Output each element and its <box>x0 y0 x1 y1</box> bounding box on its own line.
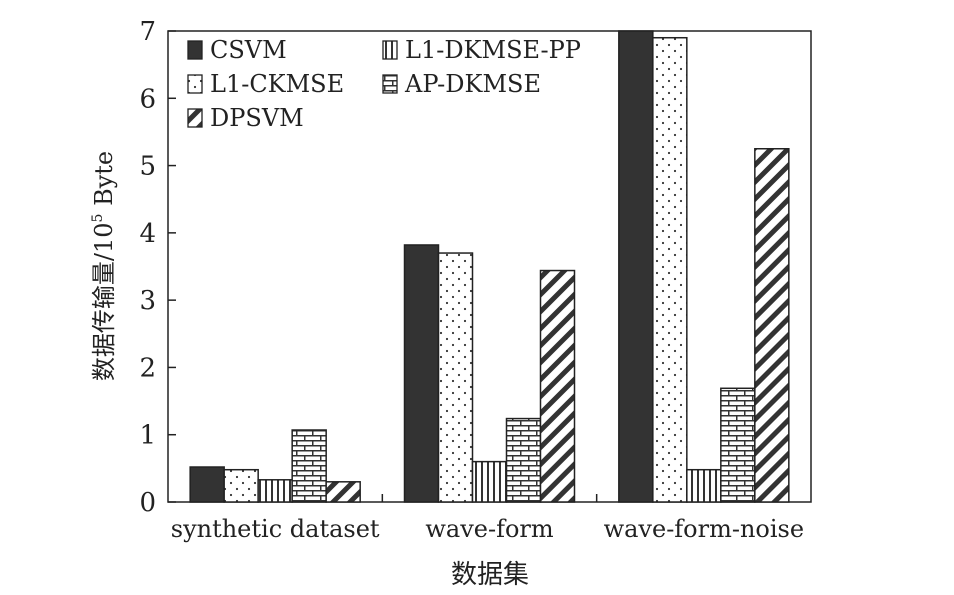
x-axis-ticks: synthetic dataset wave-form wave-form-nois… <box>171 494 804 543</box>
bar-dpsvm-wave-form <box>539 269 576 503</box>
y-axis-ticks: 0 1 2 3 4 5 6 7 <box>139 17 176 518</box>
bar-csvm-synthetic-dataset <box>189 466 225 503</box>
x-axis-label: 数据集 <box>451 560 529 590</box>
y-tick-label: 3 <box>139 286 156 316</box>
bar-dpsvm-wave-form-noise <box>754 148 790 503</box>
legend-swatch-dpsvm <box>187 108 203 128</box>
y-axis-label: 数据传输量/105 Byte <box>90 151 118 381</box>
x-tick-label: wave-form <box>425 515 554 543</box>
bar-csvm-wave-form-noise <box>618 30 654 503</box>
legend-swatch-l1-ckmse <box>187 74 203 94</box>
legend-label-l1-ckmse: L1-CKMSE <box>210 70 344 98</box>
bar-l1-dkmse-pp-wave-form <box>471 460 508 503</box>
bar-ap-dkmse-synthetic-dataset <box>291 429 327 503</box>
y-axis-label-superscript: 5 <box>90 214 106 223</box>
y-tick-label: 1 <box>139 421 156 451</box>
legend-label-dpsvm: DPSVM <box>210 104 304 132</box>
y-tick-label: 7 <box>139 17 156 47</box>
bar-l1-dkmse-pp-synthetic-dataset <box>257 479 293 503</box>
legend: CSVM L1-DKMSE-PP L1-CKMSE AP-DKMSE DPSVM <box>187 36 581 132</box>
legend-swatch-l1-dkmse-pp <box>382 40 398 60</box>
x-tick-label: wave-form-noise <box>604 515 805 543</box>
y-tick-label: 5 <box>139 152 156 182</box>
y-tick-label: 6 <box>139 84 156 114</box>
y-axis-label-unit: Byte <box>90 151 118 214</box>
legend-label-l1-dkmse-pp: L1-DKMSE-PP <box>405 36 581 64</box>
bar-csvm-wave-form <box>403 244 440 503</box>
y-axis-label-main: 数据传输量/10 <box>90 222 118 381</box>
bars-layer <box>189 30 790 503</box>
plot-frame <box>167 30 812 503</box>
legend-label-csvm: CSVM <box>210 36 287 64</box>
bar-l1-dkmse-pp-wave-form-noise <box>686 468 722 503</box>
y-tick-label: 0 <box>139 488 156 518</box>
y-tick-label: 4 <box>139 219 156 249</box>
bar-l1-ckmse-wave-form <box>437 252 474 503</box>
legend-label-ap-dkmse: AP-DKMSE <box>404 70 541 98</box>
bar-ap-dkmse-wave-form-noise <box>720 387 756 503</box>
bar-dpsvm-synthetic-dataset <box>325 481 361 503</box>
bar-l1-ckmse-synthetic-dataset <box>223 468 259 503</box>
bar-l1-ckmse-wave-form-noise <box>652 36 688 503</box>
legend-swatch-csvm <box>187 40 203 60</box>
y-tick-label: 2 <box>139 353 156 383</box>
legend-swatch-ap-dkmse <box>382 74 398 94</box>
x-tick-label: synthetic dataset <box>171 515 380 543</box>
bar-ap-dkmse-wave-form <box>505 417 542 503</box>
